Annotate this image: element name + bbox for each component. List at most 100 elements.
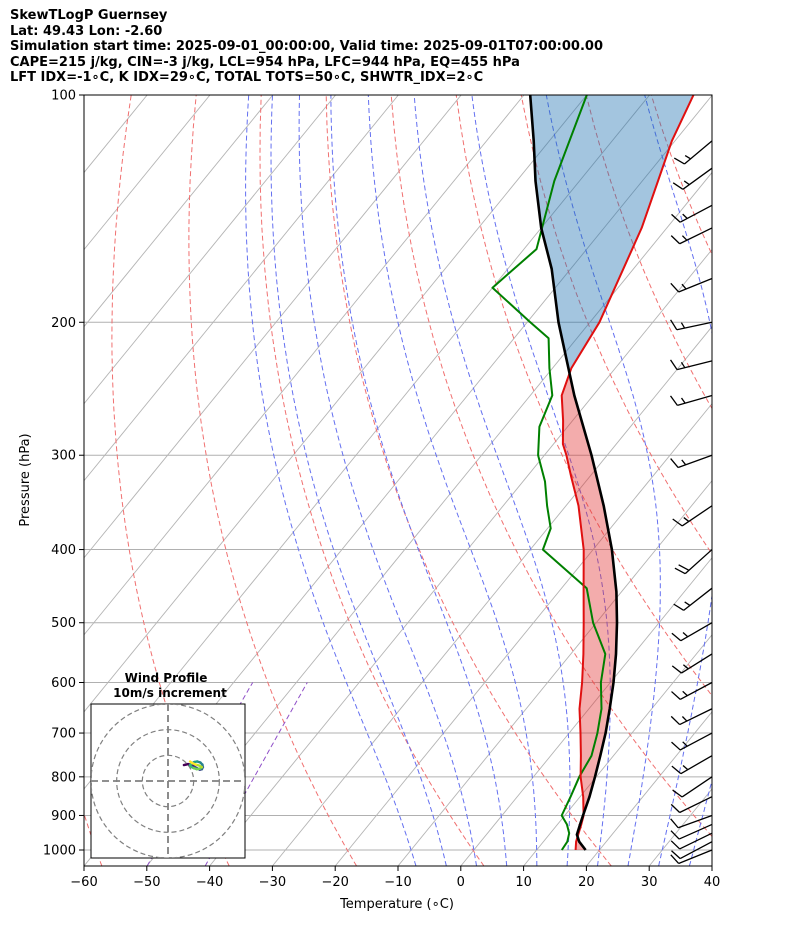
y-tick-label: 100: [51, 89, 76, 104]
x-tick-label: 10: [515, 875, 532, 890]
y-tick-label: 800: [51, 770, 76, 785]
moist-adiabat-line: [298, 95, 477, 866]
wind-barb: [671, 681, 713, 700]
barb-flag: [670, 235, 681, 245]
barb-flag: [670, 830, 680, 840]
dewpoint-line: [491, 95, 607, 851]
x-tick-label: 40: [704, 875, 721, 890]
isotherm-line: [272, 325, 712, 866]
dry-adiabat-line: [781, 95, 794, 866]
y-tick-label: 700: [51, 727, 76, 742]
y-tick-label: 400: [51, 543, 76, 558]
wind-barb: [670, 814, 713, 829]
barb-half-flag: [681, 716, 688, 722]
barb-half-flag: [682, 764, 689, 771]
barb-half-flag: [682, 664, 689, 670]
temperature-line: [560, 95, 695, 851]
moist-adiabat-line: [471, 95, 611, 866]
barb-flag: [670, 840, 681, 850]
barb-flag: [669, 359, 678, 370]
moist-adiabat-line: [270, 95, 447, 866]
isotherm-line: [775, 95, 794, 866]
wind-barb: [671, 653, 713, 674]
barb-flag: [674, 567, 686, 575]
isotherm-line: [84, 95, 525, 636]
chart-title: SkewTLogP Guernsey: [10, 8, 168, 23]
barb-flag: [678, 564, 690, 571]
dry-adiabat-line: [390, 95, 712, 838]
barb-flag: [671, 691, 681, 700]
x-tick-label: −10: [384, 875, 411, 890]
barb-shaft: [679, 732, 713, 751]
barb-flag: [670, 803, 681, 813]
dry-adiabat-line: [325, 95, 612, 866]
wind-barb: [671, 755, 713, 775]
barb-half-flag: [683, 180, 690, 186]
barb-flag: [673, 157, 685, 165]
isotherm-line: [648, 788, 712, 866]
wind-barb: [670, 227, 713, 245]
barb-flag: [671, 632, 682, 642]
time-line: Simulation start time: 2025-09-01_00:00:…: [10, 39, 603, 54]
barb-shaft: [678, 823, 713, 840]
isotherm-line: [397, 480, 712, 866]
barb-flag: [672, 789, 683, 798]
profile-lines: [491, 95, 695, 851]
isotherm-line: [84, 95, 336, 405]
axes: −60 −50 −40 −30 −20 −10 0 10 20 30 40 100 200 300 400 5…: [43, 89, 720, 891]
parcel-line: [528, 95, 619, 851]
barb-flag: [670, 458, 679, 468]
barb-shaft: [677, 454, 713, 469]
moist-adiabat-line: [545, 95, 661, 866]
barb-half-flag: [681, 283, 687, 290]
dry-adiabat-line: [188, 95, 358, 866]
barb-shaft: [679, 227, 713, 245]
barb-shaft: [684, 549, 713, 575]
barb-flag: [671, 741, 681, 751]
y-tick-label: 1000: [43, 844, 76, 859]
wind-barb: [670, 277, 713, 293]
wind-barb: [671, 732, 713, 751]
hodograph-segment: [188, 760, 194, 765]
barb-flag: [670, 282, 680, 293]
isotherm-line: [84, 95, 588, 713]
moist-adiabat-line: [688, 778, 712, 866]
wind-barb: [670, 796, 713, 814]
wind-barb: [672, 505, 713, 527]
isotherm-line: [84, 95, 462, 559]
cin-area: [530, 95, 694, 369]
isotherm-line: [146, 171, 712, 866]
barb-shaft: [684, 140, 713, 165]
barb-half-flag: [680, 322, 686, 329]
barb-shaft: [681, 776, 713, 798]
dry-adiabat-line: [585, 95, 712, 410]
inset-subtitle: 10m/s increment: [113, 686, 227, 700]
moist-adiabat-line: [644, 95, 712, 866]
barb-half-flag: [682, 213, 688, 219]
barb-flag: [672, 518, 683, 527]
wind-barb: [669, 394, 713, 406]
y-tick-label: 900: [51, 809, 76, 824]
barb-half-flag: [681, 459, 687, 466]
barb-half-flag: [681, 235, 688, 241]
isotherm-line: [523, 634, 712, 866]
wind-barb: [673, 140, 713, 165]
wind-barb: [670, 708, 713, 726]
barb-shaft: [682, 167, 713, 190]
barb-shaft: [678, 849, 713, 865]
moist-adiabat-line: [413, 95, 571, 866]
x-tick-label: −20: [321, 875, 348, 890]
barb-half-flag: [682, 741, 688, 747]
x-tick-label: −50: [133, 875, 160, 890]
barb-flag: [669, 395, 678, 406]
barb-flag: [670, 715, 681, 726]
barb-shaft: [681, 505, 713, 527]
x-axis-label: Temperature (∘C): [339, 897, 454, 912]
x-tick-label: −40: [196, 875, 223, 890]
barb-flag: [670, 818, 679, 829]
dry-adiabat-line: [716, 95, 794, 866]
stability-indices-line: CAPE=215 j/kg, CIN=-3 j/kg, LCL=954 hPa,…: [10, 54, 520, 70]
isotherm-line: [460, 557, 712, 866]
barb-half-flag: [683, 517, 690, 522]
